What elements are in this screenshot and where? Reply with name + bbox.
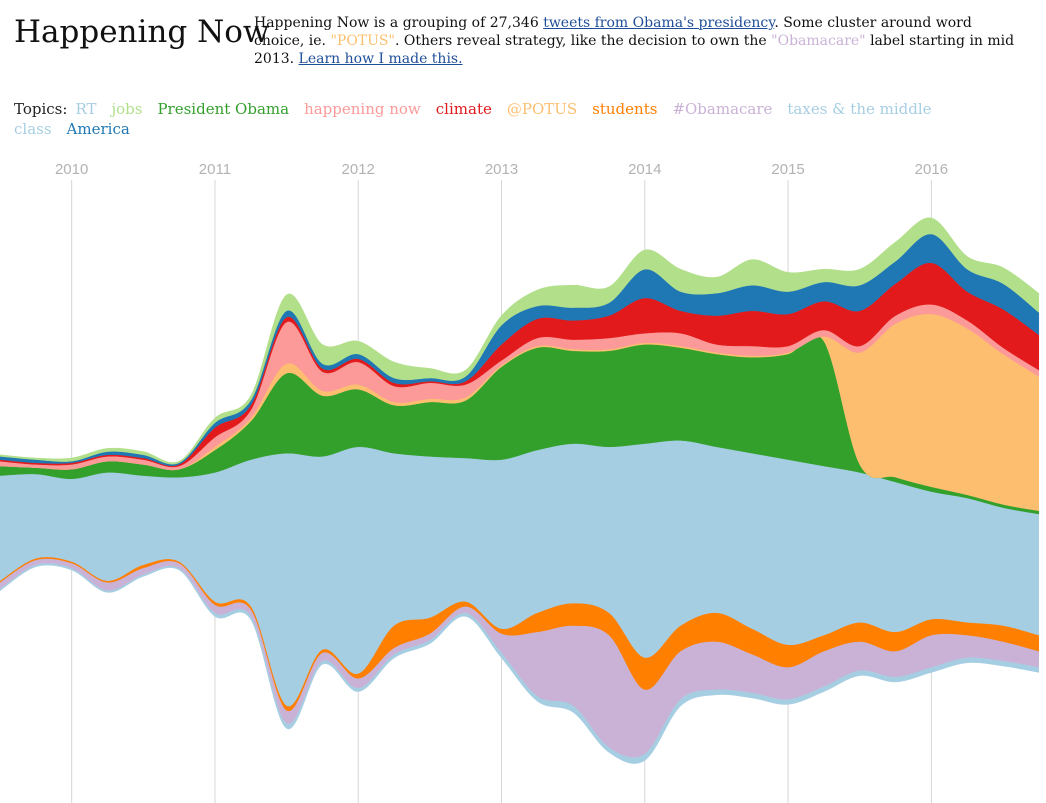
intro-text-part: . Some cluster around word choice, ie. xyxy=(254,15,972,49)
page-title: Happening Now xyxy=(14,14,270,50)
tick-label-2016: 2016 xyxy=(915,161,948,178)
topic-president-obama[interactable]: President Obama xyxy=(157,100,290,118)
tick-label-2010: 2010 xyxy=(55,161,88,178)
topic-taxes-the-middle-class[interactable]: taxes & the middle class xyxy=(14,100,932,138)
topic-climate[interactable]: climate xyxy=(435,100,492,118)
tick-label-2013: 2013 xyxy=(485,161,518,178)
topic-jobs[interactable]: jobs xyxy=(111,100,143,118)
tweets-link[interactable]: tweets from Obama's presidency xyxy=(543,15,775,31)
intro-text-part: . Others reveal strategy, like the decis… xyxy=(394,33,772,49)
streamgraph-chart: 2010 2011 2012 2013 2014 2015 2016 xyxy=(0,161,1040,803)
topics-legend: Topics: RT jobs President Obama happening no… xyxy=(14,99,1034,139)
tick-label-2014: 2014 xyxy=(628,161,661,178)
topic-happening-now[interactable]: happening now xyxy=(304,100,421,118)
stream-layers xyxy=(0,217,1040,764)
topic-obamacare[interactable]: #Obamacare xyxy=(672,100,773,118)
tick-label-2015: 2015 xyxy=(771,161,804,178)
layer-rt-lower[interactable] xyxy=(0,563,1040,764)
topic-america[interactable]: America xyxy=(66,120,130,138)
potus-highlight: "POTUS" xyxy=(330,33,395,49)
intro-text-part: label starting in mid 2013. xyxy=(254,33,1015,67)
topic-list: RT jobs President Obama happening now climat… xyxy=(14,100,932,138)
learn-how-link[interactable]: Learn how I made this. xyxy=(298,51,463,67)
intro-text: Happening Now is a grouping of 27,346 tw… xyxy=(254,14,1024,68)
topics-label: Topics: xyxy=(14,100,68,118)
obamacare-highlight: "Obamacare" xyxy=(771,33,866,49)
layer-jobs-upper[interactable] xyxy=(0,217,1040,465)
topic-students[interactable]: students xyxy=(592,100,658,118)
topic-rt[interactable]: RT xyxy=(75,100,97,118)
tick-label-2011: 2011 xyxy=(199,161,231,178)
intro-text-part: Happening Now is a grouping of 27,346 xyxy=(254,15,544,31)
topic-potus[interactable]: @POTUS xyxy=(506,100,578,118)
year-tick-labels: 2010 2011 2012 2013 2014 2015 2016 xyxy=(55,161,948,178)
tick-label-2012: 2012 xyxy=(342,161,375,178)
